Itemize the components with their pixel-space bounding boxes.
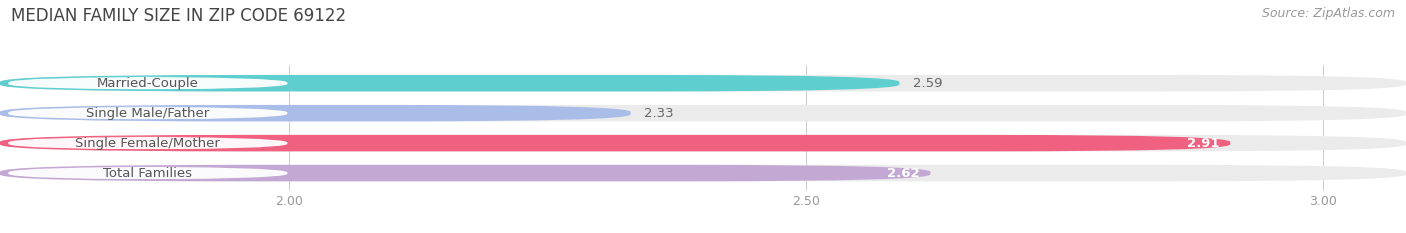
FancyBboxPatch shape [0,165,1406,181]
FancyBboxPatch shape [0,135,1230,151]
FancyBboxPatch shape [0,105,1406,121]
Text: 2.59: 2.59 [912,77,942,90]
FancyBboxPatch shape [0,135,1406,151]
FancyBboxPatch shape [8,77,287,90]
FancyBboxPatch shape [8,167,287,179]
FancyBboxPatch shape [0,105,631,121]
FancyBboxPatch shape [0,75,900,92]
Text: Single Female/Mother: Single Female/Mother [76,137,221,150]
Text: 2.33: 2.33 [644,107,673,120]
Text: MEDIAN FAMILY SIZE IN ZIP CODE 69122: MEDIAN FAMILY SIZE IN ZIP CODE 69122 [11,7,346,25]
Text: Single Male/Father: Single Male/Father [86,107,209,120]
Text: Married-Couple: Married-Couple [97,77,198,90]
FancyBboxPatch shape [0,75,1406,92]
Text: Total Families: Total Families [103,167,193,180]
Text: 2.62: 2.62 [887,167,920,180]
FancyBboxPatch shape [8,107,287,120]
FancyBboxPatch shape [8,137,287,150]
Text: 2.91: 2.91 [1188,137,1220,150]
Text: Source: ZipAtlas.com: Source: ZipAtlas.com [1261,7,1395,20]
FancyBboxPatch shape [0,165,931,181]
